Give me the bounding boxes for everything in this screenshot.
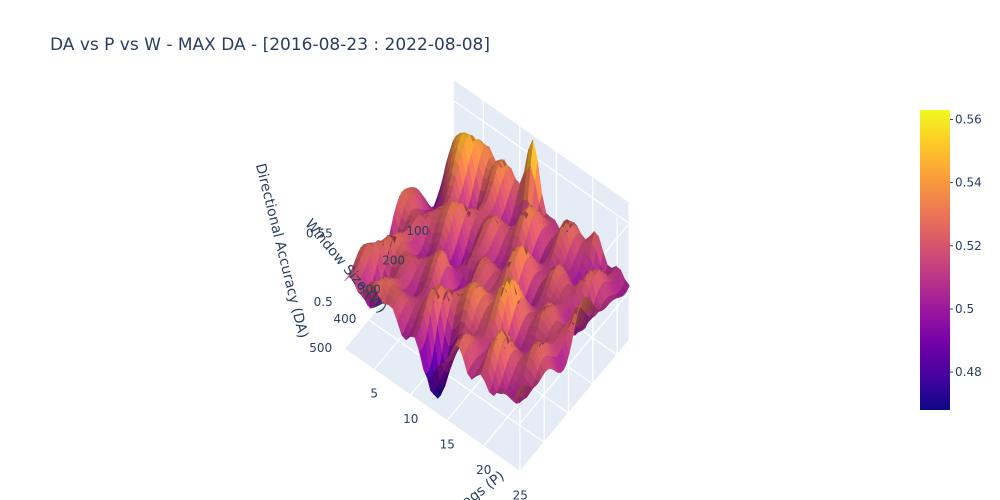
w-tick-label: 500	[309, 341, 332, 355]
grid-line-w-floor	[344, 348, 521, 473]
p-tick-label: 5	[370, 386, 378, 400]
p-tick-label: 20	[476, 463, 491, 477]
surface-mesh	[344, 132, 630, 404]
w-tick-label: 200	[382, 253, 405, 267]
colorbar-tick-label: 0.54	[955, 176, 982, 190]
p-tick-label: 25	[513, 488, 528, 500]
surface-patch	[344, 273, 353, 282]
w-tick-label: 100	[406, 224, 429, 238]
colorbar-tick-label: 0.48	[955, 365, 982, 379]
grid-line-w-floor	[368, 319, 545, 443]
p-tick-label: 10	[403, 412, 418, 426]
w-tick-label: 300	[358, 283, 381, 297]
chart-title: DA vs P vs W - MAX DA - [2016-08-23 : 20…	[50, 35, 490, 55]
colorbar-tick-label: 0.56	[955, 112, 982, 126]
colorbar-tick-label: 0.5	[955, 302, 974, 316]
p-tick-label: 15	[440, 437, 455, 451]
colorbar-gradient	[920, 110, 950, 410]
colorbar: 0.48 0.5 0.52 0.54 0.56	[920, 110, 982, 410]
z-tick-label: 0.5	[314, 295, 333, 309]
colorbar-tick-label: 0.52	[955, 239, 982, 253]
z-tick-label: 0.55	[306, 226, 333, 240]
w-tick-label: 400	[334, 312, 357, 326]
grid-line-p-floor	[519, 339, 630, 473]
